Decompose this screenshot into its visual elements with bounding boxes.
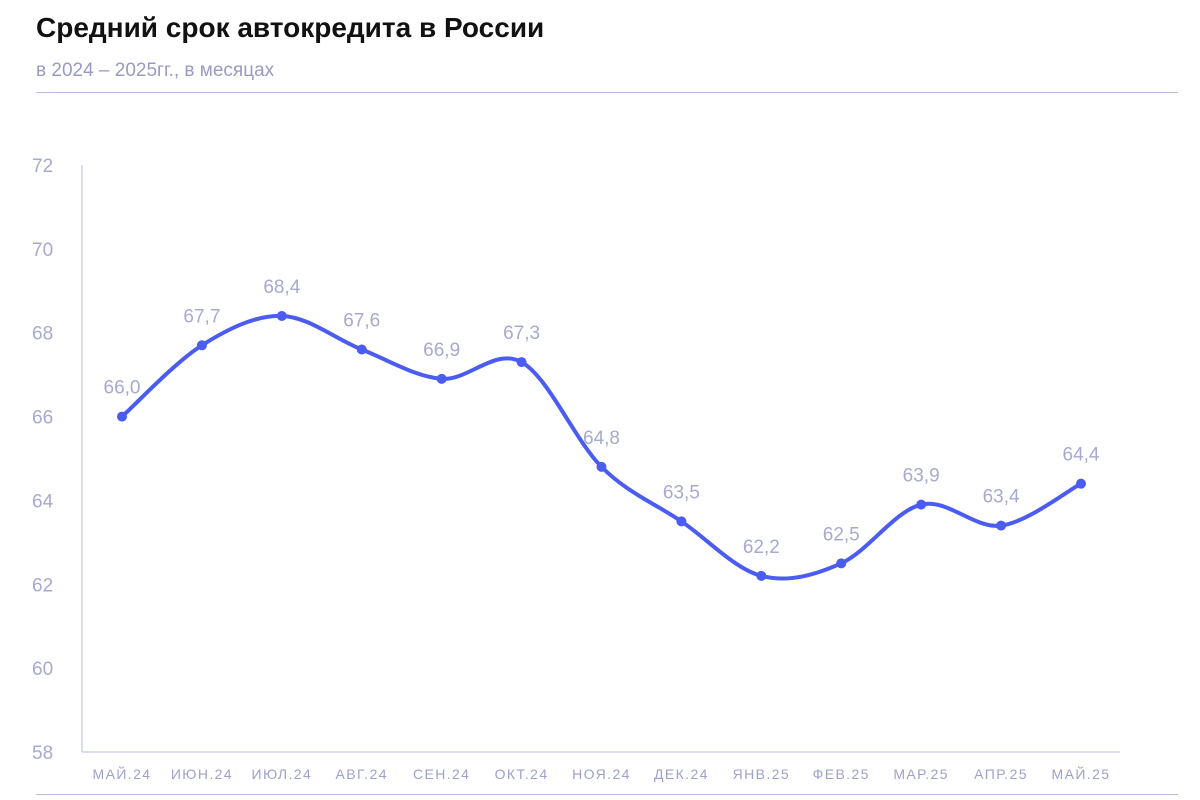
data-label: 64,8 [583,428,620,449]
data-point [196,340,207,351]
y-tick-label: 66 [32,408,53,429]
x-tick-label: ДЕК.24 [654,766,709,782]
data-label: 67,6 [343,310,380,331]
data-label: 67,3 [503,323,540,344]
data-point [276,310,287,321]
x-tick-label: НОЯ.24 [572,766,631,782]
data-points [117,310,1086,581]
y-tick-label: 58 [32,743,53,764]
data-label: 63,5 [663,482,700,503]
data-point [356,344,367,355]
x-tick-label: ОКТ.24 [495,766,549,782]
x-tick-label: АВГ.24 [336,766,388,782]
x-tick-label: ФЕВ.25 [813,766,870,782]
x-tick-label: ЯНВ.25 [733,766,790,782]
data-point [117,411,127,422]
y-tick-label: 70 [32,240,53,261]
y-tick-label: 62 [32,575,53,596]
data-label: 62,2 [743,537,780,558]
x-tick-label: СЕН.24 [413,766,470,782]
data-point [676,516,687,527]
data-label: 62,5 [823,524,860,545]
data-label: 66,9 [423,340,460,361]
data-point [516,357,527,368]
data-point [836,558,847,569]
x-tick-label: ИЮН.24 [171,766,233,782]
data-point [756,570,767,581]
data-point [996,520,1007,531]
data-label: 64,4 [1063,445,1100,466]
footer-divider [36,794,1178,795]
data-point [596,461,607,472]
x-tick-label: МАЙ.25 [1052,765,1111,782]
data-point [436,373,447,384]
x-tick-label: МАЙ.24 [93,765,152,782]
data-labels: 66,0 67,7 68,4 67,6 66,9 67,3 64,8 63,5 62,2 62,5… [104,277,1100,558]
x-axis: МАЙ.24 ИЮН.24 ИЮЛ.24 АВГ.24 СЕН.24 ОКТ.24 НОЯ.… [82,751,1120,782]
data-point [1076,478,1086,489]
y-tick-label: 64 [32,491,54,512]
x-tick-label: АПР.25 [974,766,1028,782]
data-label: 66,0 [104,378,141,399]
y-tick-label: 68 [32,324,53,345]
header-divider [36,92,1178,93]
data-point [916,499,927,510]
data-label: 67,7 [183,306,220,327]
data-label: 68,4 [263,277,300,298]
y-tick-label: 60 [32,659,53,680]
x-tick-label: ИЮЛ.24 [252,766,313,782]
y-axis: 58 60 62 64 66 68 70 72 [32,156,83,764]
data-label: 63,9 [903,466,940,487]
data-label: 63,4 [983,487,1020,508]
chart-subtitle: в 2024 – 2025гг., в месяцах [36,60,275,81]
chart-title: Средний срок автокредита в России [36,12,545,43]
x-tick-label: МАР.25 [893,766,949,782]
y-tick-label: 72 [32,156,53,177]
